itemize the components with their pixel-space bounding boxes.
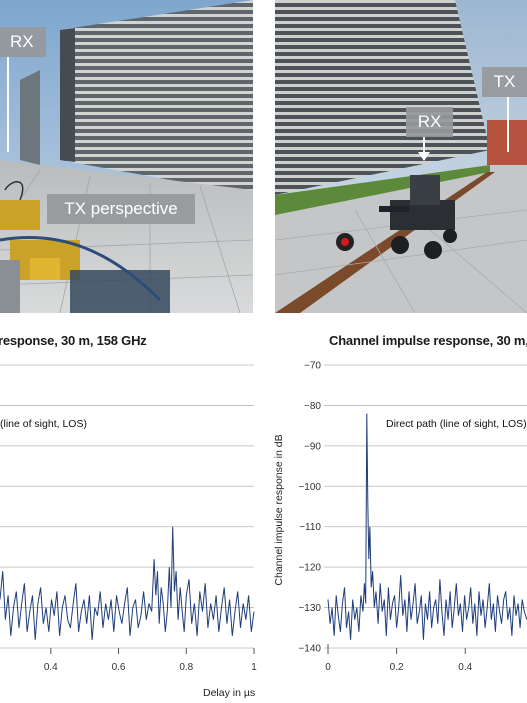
tx-label: TX: [482, 67, 527, 97]
tx-perspective-photo: RX TX perspective: [0, 0, 253, 313]
right-y-tick-label: −140: [298, 644, 321, 655]
left-x-tick-label: 0.8: [179, 662, 193, 673]
rx-pointer-arrow: [418, 152, 430, 161]
right-y-tick-label: −70: [304, 361, 321, 372]
right-y-tick-label: −100: [298, 482, 321, 493]
right-annotation: Direct path (line of sight, LOS): [386, 418, 527, 430]
right-y-tick-label: −90: [304, 441, 321, 452]
right-series-line: [327, 413, 527, 640]
right-y-tick-label: −80: [304, 401, 321, 412]
tx-pointer-line: [507, 97, 509, 152]
rx-pointer-line: [7, 57, 9, 152]
left-x-tick-label: 0.6: [112, 662, 126, 673]
right-chart-title: Channel impulse response, 30 m,: [329, 333, 527, 348]
left-annotation: (line of sight, LOS): [0, 418, 87, 430]
right-impulse-response-chart: Channel impulse response in dB −70 −80 −90…: [273, 361, 527, 673]
right-x-tick-label: 0.2: [390, 662, 404, 673]
tx-perspective-label: TX perspective: [47, 194, 195, 224]
right-x-tick-label: 0: [325, 662, 331, 673]
rx-pointer-line: [423, 137, 425, 154]
left-x-tick-label: 0.4: [44, 662, 58, 673]
left-x-tick-label: 1: [251, 662, 257, 673]
left-x-axis-label: Delay in µs: [203, 687, 256, 699]
rx-label: RX: [406, 107, 453, 137]
rx-setup-photo: TX RX: [275, 0, 527, 313]
right-x-tick-label: 0.4: [458, 662, 472, 673]
left-series-line: [0, 526, 255, 640]
left-impulse-response-chart: 0.4 0.6 0.8 1 (line of sight, LOS): [0, 364, 257, 673]
right-y-tick-label: −110: [299, 522, 321, 533]
right-y-tick-label: −120: [298, 563, 321, 574]
right-y-tick-label: −130: [298, 603, 321, 614]
rx-label: RX: [0, 27, 46, 57]
right-y-axis-label: Channel impulse response in dB: [273, 434, 285, 585]
left-chart-title: response, 30 m, 158 GHz: [0, 333, 147, 348]
